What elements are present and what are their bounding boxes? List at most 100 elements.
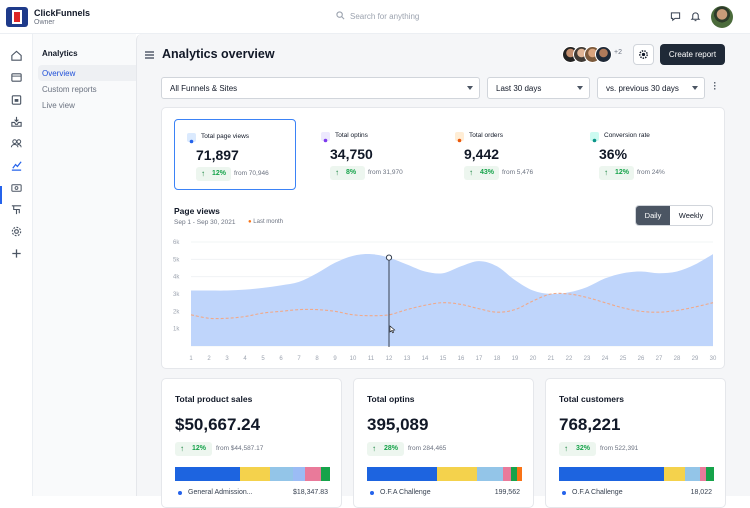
stat-card-optins[interactable]: Total optins 34,750 ↑ 8% from 31,970	[309, 119, 431, 190]
legend-name: O.F.A Challenge	[380, 489, 431, 496]
analytics-subnav: Analytics Overview Custom reports Live v…	[33, 34, 162, 496]
stat-label: Total page views	[201, 133, 250, 140]
search-icon	[336, 11, 345, 20]
more-options-icon[interactable]: · · ·	[713, 78, 717, 94]
total-customers-card: Total customers 768,221 ↑ 32% from 522,39…	[545, 378, 726, 508]
change-value: 12%	[192, 445, 207, 452]
browser-icon[interactable]	[10, 71, 23, 84]
x-tick-label: 8	[315, 356, 319, 362]
funnels-select[interactable]: All Funnels & Sites	[161, 77, 480, 99]
toggle-weekly[interactable]: Weekly	[678, 211, 704, 220]
change-badge: ↑ 43%	[464, 166, 499, 180]
bar-segment	[320, 467, 330, 481]
add-icon[interactable]	[10, 247, 23, 260]
change-badge: ↑ 12%	[599, 166, 634, 180]
arrow-up-icon: ↑	[564, 444, 568, 453]
legend-last-month: Last month	[253, 219, 283, 225]
x-tick-label: 18	[494, 356, 501, 362]
change-badge: ↑ 12%	[175, 442, 212, 456]
change-badge: ↑ 12%	[196, 167, 231, 181]
automation-icon[interactable]	[10, 203, 23, 216]
arrow-up-icon: ↑	[335, 168, 339, 177]
breakdown-bar[interactable]	[367, 467, 522, 481]
x-tick-label: 26	[638, 356, 645, 362]
home-icon[interactable]	[10, 49, 23, 62]
arrow-up-icon: ↑	[604, 168, 608, 177]
toggle-daily[interactable]: Daily	[636, 206, 670, 225]
chart-legend: ● Last month	[248, 219, 283, 225]
previous-value: from 24%	[637, 169, 665, 176]
eye-icon	[187, 133, 196, 144]
bar-segment	[503, 467, 512, 481]
x-tick-label: 30	[710, 356, 717, 362]
breakdown-bar[interactable]	[559, 467, 714, 481]
change-badge: ↑ 28%	[367, 442, 404, 456]
x-tick-label: 2	[207, 356, 211, 362]
conversion-icon	[590, 132, 599, 143]
stat-value: 9,442	[464, 146, 500, 162]
settings-icon[interactable]	[10, 225, 23, 238]
change-value: 12%	[212, 170, 227, 177]
x-tick-label: 13	[404, 356, 411, 362]
stat-card-conversion[interactable]: Conversion rate 36% ↑ 12% from 24%	[578, 119, 700, 190]
subnav-item-overview[interactable]: Overview	[38, 65, 162, 81]
page-views-area	[191, 254, 713, 346]
menu-icon[interactable]	[145, 51, 154, 59]
x-tick-label: 1	[189, 356, 193, 362]
y-tick-label: 3k	[173, 292, 180, 298]
cart-icon	[455, 132, 464, 143]
user-avatar[interactable]	[711, 6, 733, 28]
granularity-toggle[interactable]: Daily Weekly	[635, 205, 713, 226]
x-tick-label: 15	[440, 356, 447, 362]
hover-point	[385, 254, 393, 261]
chevron-down-icon	[692, 86, 698, 90]
legend-dot: ●	[248, 219, 252, 225]
subnav-item-custom-reports[interactable]: Custom reports	[42, 85, 97, 94]
inbox-icon[interactable]	[10, 115, 23, 128]
bar-segment	[367, 467, 437, 481]
x-tick-label: 23	[584, 356, 591, 362]
breakdown-bar[interactable]	[175, 467, 330, 481]
stat-value: 36%	[599, 146, 628, 162]
stat-card-orders[interactable]: Total orders 9,442 ↑ 43% from 5,476	[443, 119, 565, 190]
bar-segment	[559, 467, 665, 481]
legend-dot	[178, 491, 182, 495]
card-title: Total optins	[367, 394, 415, 404]
change-value: 43%	[480, 169, 495, 176]
x-tick-label: 24	[602, 356, 609, 362]
stat-label: Conversion rate	[604, 132, 650, 139]
money-icon[interactable]	[10, 181, 23, 194]
rail-selected-indicator	[0, 186, 2, 204]
legend-value: 18,022	[690, 489, 712, 496]
calendar-icon[interactable]	[10, 93, 23, 106]
stat-card-page-views[interactable]: Total page views 71,897 ↑ 12% from 70,946	[174, 119, 296, 190]
x-tick-label: 14	[422, 356, 429, 362]
x-tick-label: 21	[548, 356, 555, 362]
date-range-value: Last 30 days	[496, 84, 542, 93]
bar-segment	[175, 467, 241, 481]
compare-select[interactable]: vs. previous 30 days	[597, 77, 705, 99]
y-tick-label: 4k	[173, 275, 180, 281]
date-range-select[interactable]: Last 30 days	[487, 77, 590, 99]
create-report-button[interactable]: Create report	[660, 44, 725, 65]
bar-segment	[305, 467, 321, 481]
bar-segment	[292, 467, 306, 481]
chevron-down-icon	[467, 86, 473, 90]
clickfunnels-logo[interactable]	[6, 7, 28, 27]
stat-value: 34,750	[330, 146, 373, 162]
analytics-icon[interactable]	[10, 159, 23, 172]
settings-button[interactable]	[633, 44, 654, 65]
bar-segment	[436, 467, 478, 481]
bell-icon[interactable]	[690, 11, 701, 22]
chat-icon[interactable]	[670, 11, 681, 22]
bar-segment	[706, 467, 714, 481]
contacts-icon[interactable]	[10, 137, 23, 150]
user-role: Owner	[34, 19, 55, 26]
arrow-up-icon: ↑	[469, 168, 473, 177]
x-tick-label: 27	[656, 356, 663, 362]
subnav-item-live-view[interactable]: Live view	[42, 101, 75, 110]
search-input[interactable]: Search for anything	[336, 10, 476, 24]
bar-segment	[517, 467, 522, 481]
x-tick-label: 19	[512, 356, 519, 362]
